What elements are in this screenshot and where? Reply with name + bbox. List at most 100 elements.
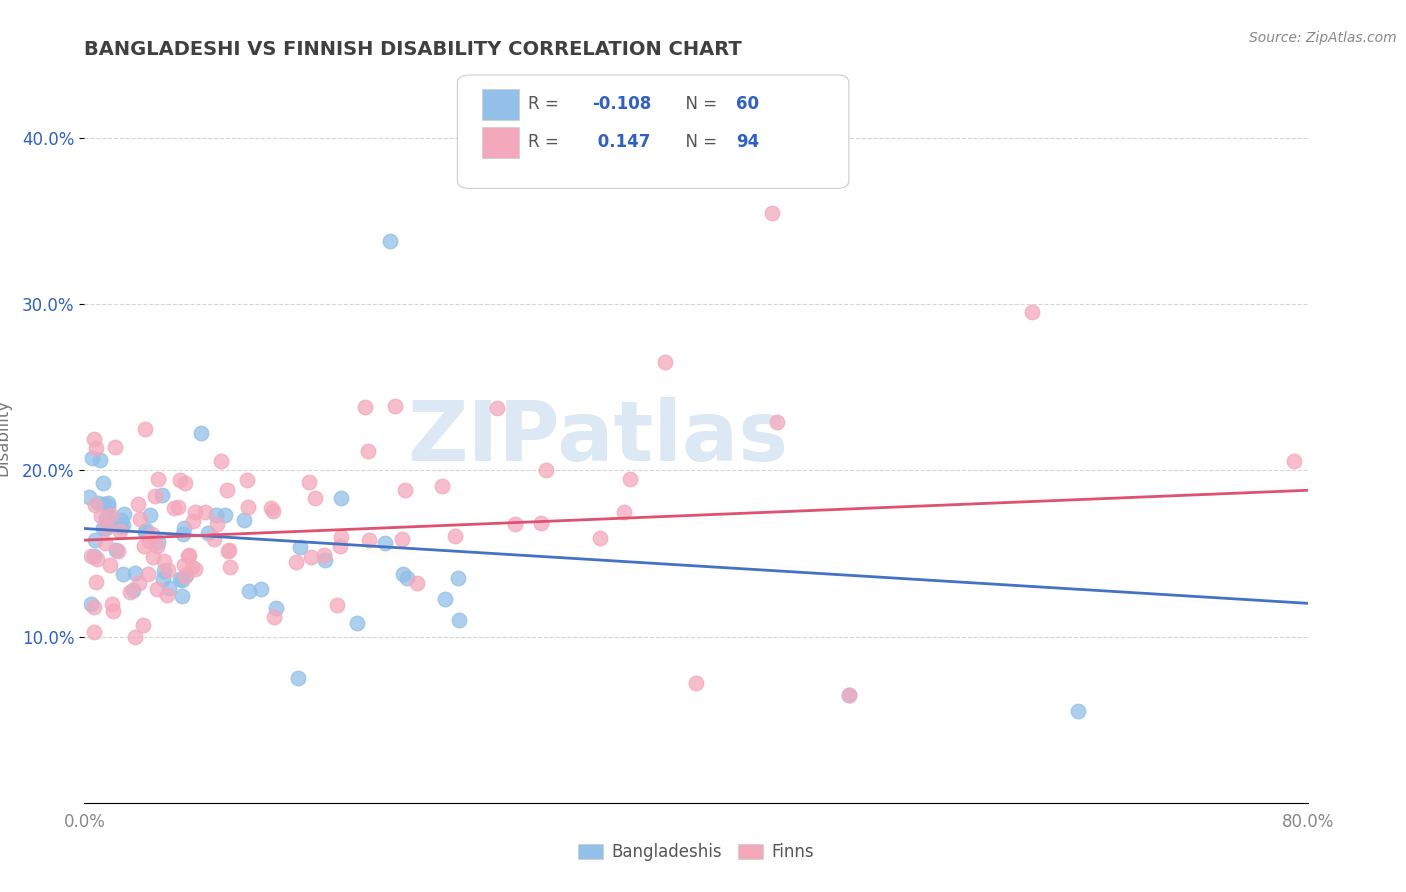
- Bangladeshis: [97, 496, 120, 510]
- Finns: [96, 520, 118, 534]
- Bangladeshis: [287, 671, 309, 685]
- Finns: [654, 355, 676, 369]
- Finns: [394, 483, 416, 497]
- Finns: [218, 543, 240, 558]
- Bangladeshis: [190, 426, 212, 441]
- Text: -0.108: -0.108: [592, 95, 651, 113]
- Finns: [180, 560, 202, 574]
- Legend: Bangladeshis, Finns: Bangladeshis, Finns: [571, 837, 821, 868]
- Finns: [330, 530, 353, 544]
- Bangladeshis: [84, 533, 107, 548]
- Finns: [284, 556, 307, 570]
- Bangladeshis: [346, 615, 368, 630]
- Finns: [167, 500, 190, 514]
- Finns: [444, 529, 467, 543]
- Text: R =: R =: [529, 133, 564, 152]
- Finns: [148, 472, 170, 486]
- Bangladeshis: [170, 589, 193, 603]
- Finns: [1284, 454, 1306, 468]
- Bangladeshis: [124, 566, 146, 581]
- Finns: [304, 491, 326, 505]
- Bangladeshis: [122, 582, 145, 597]
- Finns: [127, 497, 149, 511]
- Finns: [384, 399, 406, 413]
- Bangladeshis: [134, 524, 156, 539]
- Finns: [83, 432, 105, 446]
- Bangladeshis: [250, 582, 273, 596]
- Bangladeshis: [112, 507, 135, 521]
- Bangladeshis: [174, 567, 197, 582]
- Bangladeshis: [197, 525, 219, 540]
- Bangladeshis: [80, 450, 103, 465]
- Finns: [84, 498, 107, 512]
- Bangladeshis: [264, 600, 287, 615]
- Bangladeshis: [94, 518, 117, 533]
- Finns: [120, 584, 142, 599]
- Finns: [146, 539, 169, 553]
- Finns: [761, 205, 783, 219]
- Finns: [100, 508, 122, 522]
- Finns: [84, 442, 107, 456]
- Bangladeshis: [391, 567, 413, 582]
- Bangladeshis: [105, 543, 128, 558]
- Bangladeshis: [110, 520, 132, 534]
- Finns: [94, 536, 117, 550]
- Finns: [86, 552, 108, 566]
- Bangladeshis: [434, 592, 457, 607]
- Finns: [260, 500, 283, 515]
- Text: 94: 94: [737, 133, 759, 152]
- Finns: [138, 534, 160, 549]
- Finns: [217, 483, 239, 498]
- Finns: [143, 490, 166, 504]
- Bangladeshis: [172, 527, 194, 541]
- Finns: [314, 548, 336, 562]
- Bangladeshis: [838, 688, 860, 702]
- Text: BANGLADESHI VS FINNISH DISABILITY CORRELATION CHART: BANGLADESHI VS FINNISH DISABILITY CORREL…: [84, 39, 742, 59]
- Bangladeshis: [138, 508, 160, 522]
- Bangladeshis: [153, 565, 176, 579]
- Finns: [217, 544, 239, 558]
- Finns: [128, 576, 150, 591]
- Bangladeshis: [152, 572, 174, 586]
- Finns: [218, 560, 240, 574]
- Finns: [174, 569, 197, 583]
- Finns: [83, 599, 105, 614]
- Bangladeshis: [214, 508, 236, 522]
- Finns: [108, 524, 131, 538]
- Finns: [177, 548, 200, 562]
- FancyBboxPatch shape: [457, 75, 849, 188]
- Finns: [101, 597, 124, 611]
- Bangladeshis: [238, 584, 260, 599]
- Bangladeshis: [449, 613, 471, 627]
- Finns: [209, 453, 232, 467]
- Bangladeshis: [150, 488, 173, 502]
- Finns: [157, 563, 180, 577]
- Finns: [299, 549, 322, 564]
- Bangladeshis: [447, 571, 470, 585]
- Finns: [136, 567, 159, 582]
- Bangladeshis: [395, 571, 418, 585]
- Bangladeshis: [98, 509, 121, 524]
- Finns: [202, 533, 225, 547]
- Finns: [129, 512, 152, 526]
- Finns: [838, 688, 860, 702]
- Bangladeshis: [112, 518, 135, 533]
- Bangladeshis: [146, 535, 169, 549]
- Finns: [142, 550, 165, 565]
- Finns: [86, 574, 108, 589]
- Bangladeshis: [91, 476, 114, 491]
- Bangladeshis: [112, 566, 135, 581]
- Finns: [325, 599, 347, 613]
- Finns: [205, 517, 228, 532]
- Finns: [194, 505, 217, 519]
- Finns: [357, 533, 380, 547]
- Bangladeshis: [157, 581, 180, 595]
- Finns: [329, 540, 352, 554]
- FancyBboxPatch shape: [482, 89, 519, 120]
- Finns: [146, 582, 169, 596]
- Finns: [184, 562, 207, 576]
- Finns: [104, 441, 127, 455]
- Bangladeshis: [374, 535, 396, 549]
- Bangladeshis: [96, 511, 118, 525]
- Bangladeshis: [80, 597, 103, 611]
